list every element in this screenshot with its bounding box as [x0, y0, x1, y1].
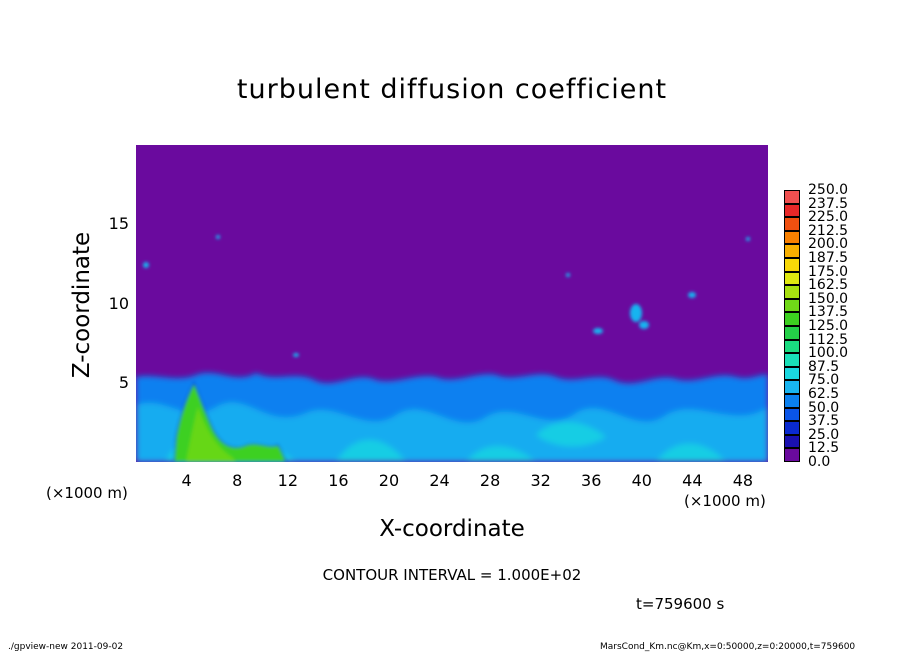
footer-right-label: MarsCond_Km.nc@Km,x=0:50000,z=0:20000,t=…	[600, 642, 856, 652]
colorbar-label: 62.5	[808, 386, 840, 402]
colorbar-swatch	[784, 298, 800, 313]
x-tick-label: 44	[682, 471, 703, 490]
x-tick-label: 8	[232, 471, 243, 490]
turbulent-boundary-layer	[136, 372, 768, 462]
colorbar-swatch	[784, 448, 800, 462]
x-axis-label: X-coordinate	[379, 516, 525, 542]
colorbar-swatch	[784, 230, 800, 245]
x-unit-label-left: (×1000 m)	[46, 484, 128, 502]
colorbar-label: 50.0	[808, 399, 840, 416]
colorbar-swatch	[784, 339, 800, 354]
y-tick-label: 15	[108, 214, 129, 234]
y-axis-label: Z-coordinate	[69, 231, 95, 379]
x-tick-label: 24	[429, 471, 450, 490]
x-tick-label: 48	[732, 471, 754, 490]
footer-left-label: ./gpview-new 2011-09-02	[8, 642, 124, 652]
high-diffusion-region	[173, 381, 287, 462]
y-tick-label: 10	[108, 293, 129, 313]
colorbar-label: 150.0	[808, 290, 849, 307]
x-tick-label: 20	[378, 471, 400, 490]
x-tick-label: 12	[277, 471, 299, 490]
colorbar-label: 0.0	[808, 454, 831, 470]
colorbar-label: 112.5	[808, 331, 849, 348]
contour-interval-label: CONTOUR INTERVAL = 1.000E+02	[322, 566, 582, 584]
colorbar-swatch	[784, 366, 800, 381]
colorbar-swatch	[784, 190, 800, 204]
colorbar	[784, 190, 800, 462]
colorbar-label: 25.0	[808, 426, 840, 443]
colorbar-label: 37.5	[808, 413, 840, 430]
colorbar-label: 175.0	[808, 263, 849, 280]
colorbar-label: 200.0	[808, 236, 849, 253]
colorbar-label: 187.5	[808, 250, 849, 266]
colorbar-label: 212.5	[808, 222, 849, 239]
scattered-cells	[143, 235, 750, 357]
colorbar-swatch	[784, 407, 800, 422]
colorbar-swatch	[784, 271, 800, 286]
colorbar-swatch	[784, 380, 800, 394]
peak-region-inner	[186, 407, 236, 462]
colorbar-swatch	[784, 285, 800, 299]
eddies-mid	[136, 402, 768, 462]
colorbar-swatch	[784, 203, 800, 218]
colorbar-swatch	[784, 353, 800, 367]
time-label: t=759600 s	[636, 595, 725, 613]
colorbar-label: 12.5	[808, 440, 840, 457]
x-unit-label-right: (×1000 m)	[684, 492, 766, 510]
colorbar-label: 237.5	[808, 195, 849, 212]
colorbar-swatch	[784, 244, 800, 258]
x-tick-label: 40	[631, 471, 652, 490]
colorbar-label: 225.0	[808, 209, 849, 226]
colorbar-swatch	[784, 312, 800, 326]
x-tick-label: 32	[530, 471, 551, 490]
colorbar-label: 87.5	[808, 358, 840, 375]
colorbar-swatch	[784, 394, 800, 408]
x-tick-label: 4	[181, 471, 192, 490]
colorbar-swatch	[784, 258, 800, 272]
colorbar-label: 125.0	[808, 318, 849, 334]
y-tick-label: 5	[118, 372, 129, 392]
x-tick-label: 28	[479, 471, 501, 490]
colorbar-swatch	[784, 217, 800, 231]
colorbar-label: 100.0	[808, 345, 849, 362]
colorbar-swatch	[784, 326, 800, 340]
colorbar-label: 137.5	[808, 304, 849, 321]
x-tick-label: 16	[328, 471, 349, 490]
eddies-bright	[166, 422, 726, 462]
chart-title: turbulent diffusion coefficient	[236, 74, 668, 105]
colorbar-label: 75.0	[808, 372, 840, 389]
colorbar-swatch	[784, 434, 800, 449]
x-tick-label: 36	[581, 471, 602, 490]
plot-area	[136, 145, 768, 462]
colorbar-label: 250.0	[808, 182, 849, 198]
colorbar-swatch	[784, 421, 800, 435]
colorbar-label: 162.5	[808, 277, 849, 294]
